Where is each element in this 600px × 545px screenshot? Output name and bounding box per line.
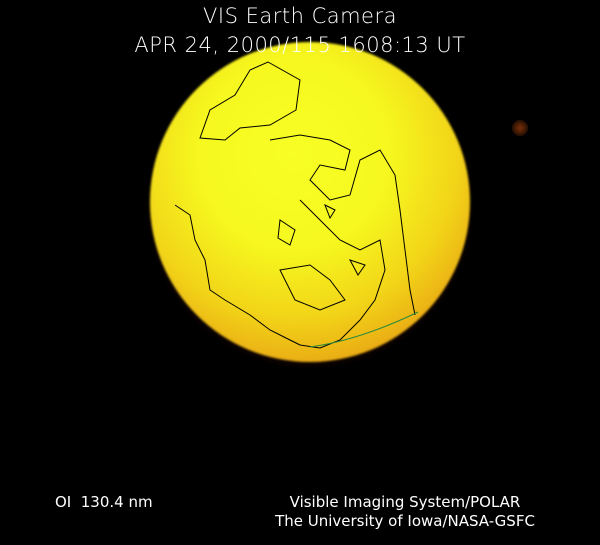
credit-block: Visible Imaging System/POLAR The Univers… bbox=[250, 493, 560, 531]
camera-title: VIS Earth Camera bbox=[203, 4, 397, 28]
observation-timestamp: APR 24, 2000/115 1608:13 UT bbox=[134, 33, 466, 57]
credit-line-1: Visible Imaging System/POLAR bbox=[289, 493, 521, 511]
coastline-islands bbox=[277, 203, 366, 276]
credit-line-2: The University of Iowa/NASA-GSFC bbox=[275, 512, 535, 530]
coastline-inland bbox=[279, 264, 346, 311]
bright-spot bbox=[512, 120, 528, 136]
terminator-line bbox=[309, 311, 419, 348]
earth-disc bbox=[150, 42, 470, 362]
wavelength-label: OI 130.4 nm bbox=[55, 493, 153, 511]
coastline-greenland bbox=[199, 61, 301, 141]
coastline-arctic bbox=[269, 134, 416, 316]
coastline-europe bbox=[174, 204, 301, 346]
coastline-asia bbox=[299, 199, 386, 349]
